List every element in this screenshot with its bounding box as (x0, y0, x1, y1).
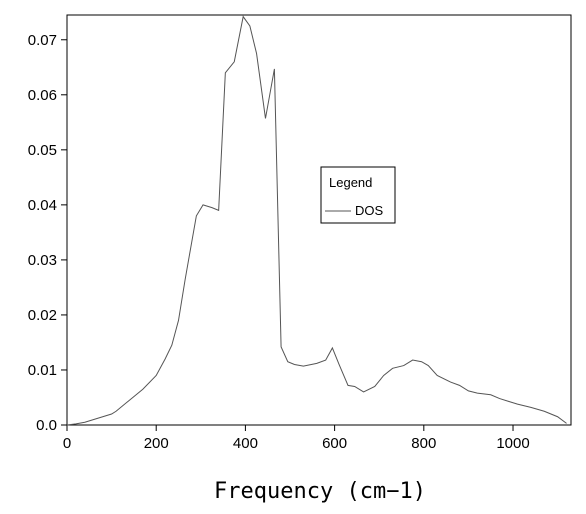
x-axis: 0 200 400 600 800 1000 (63, 425, 530, 452)
y-tick-label: 0.07 (28, 32, 57, 49)
series-line-dos (66, 15, 567, 426)
y-tick-label: 0.05 (28, 142, 57, 159)
y-tick-label: 0.0 (36, 417, 57, 434)
y-tick-label: 0.02 (28, 307, 57, 324)
y-tick-label: 0.06 (28, 87, 57, 104)
y-tick-label: 0.01 (28, 362, 57, 379)
x-tick-label: 0 (63, 435, 71, 452)
plot-frame (66, 14, 572, 426)
x-tick-label: 800 (411, 435, 436, 452)
x-tick-label: 1000 (496, 435, 529, 452)
legend-box (320, 166, 396, 224)
x-tick-label: 600 (322, 435, 347, 452)
y-tick-label: 0.04 (28, 197, 57, 214)
legend-title: Legend (329, 175, 372, 190)
x-tick-label: 400 (233, 435, 258, 452)
y-axis: 0.0 0.01 0.02 0.03 0.04 0.05 0.06 0.07 (28, 32, 67, 434)
legend: Legend DOS (320, 166, 396, 224)
x-tick-label: 200 (144, 435, 169, 452)
series-layer (66, 15, 567, 426)
x-axis-label: Frequency (cm−1) (214, 479, 426, 504)
legend-entry-dos: DOS (355, 203, 384, 218)
y-tick-label: 0.03 (28, 252, 57, 269)
